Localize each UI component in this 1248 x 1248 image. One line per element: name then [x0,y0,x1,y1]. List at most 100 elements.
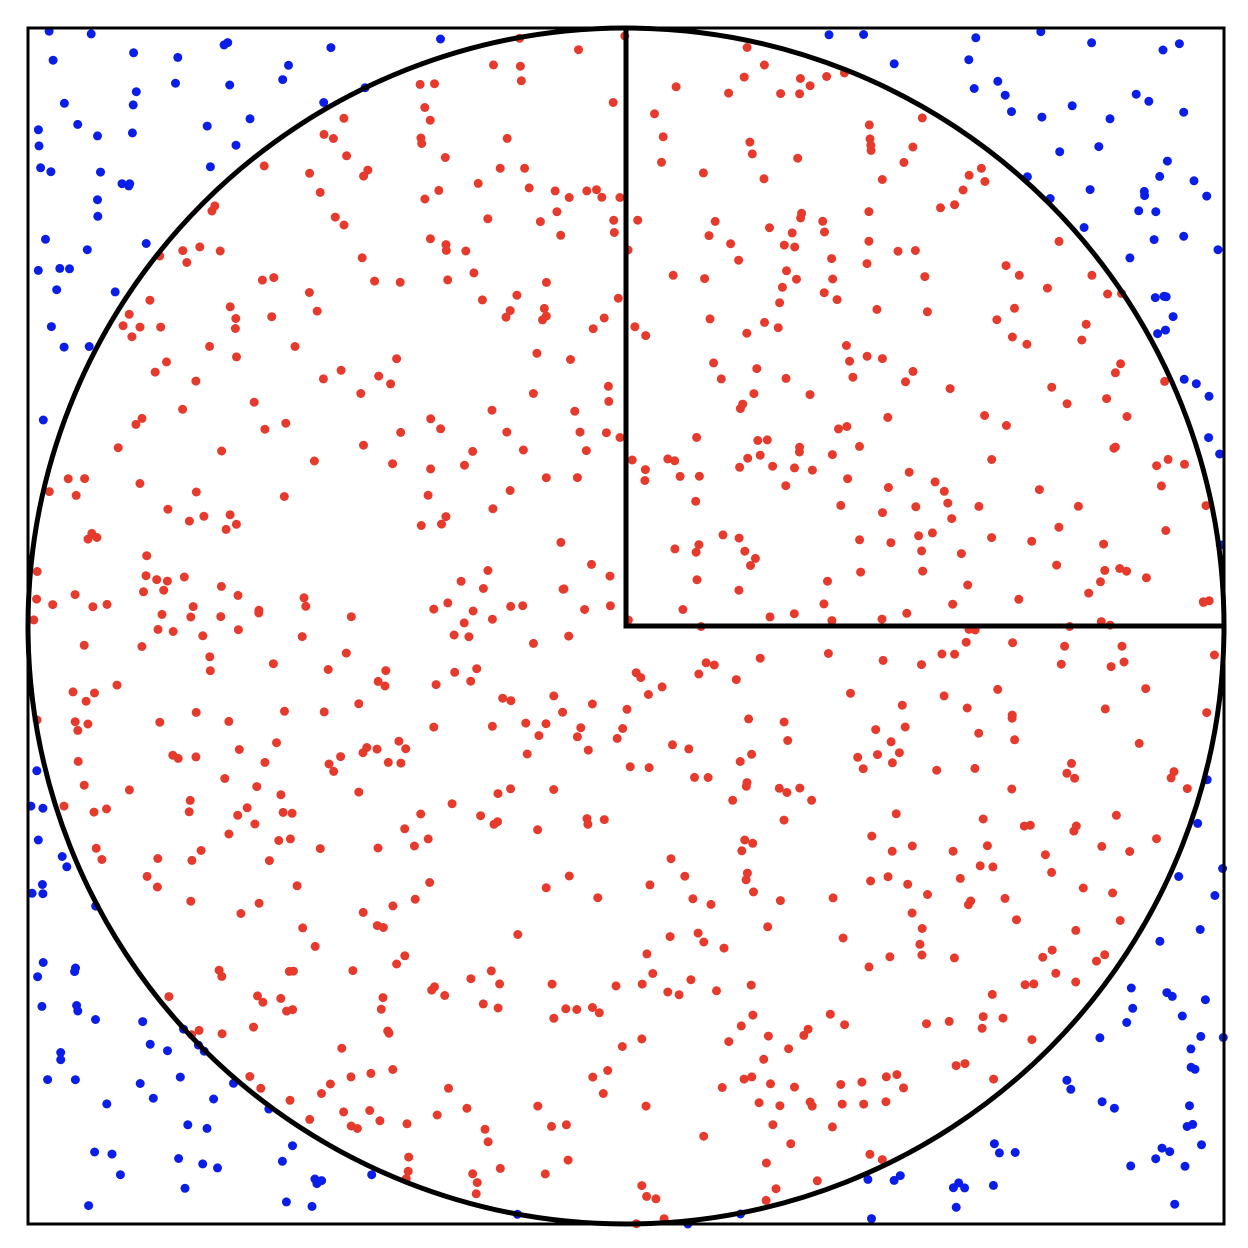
outside-point [129,48,139,58]
outside-point [1180,1161,1190,1171]
inside-point [987,455,997,464]
inside-point [524,183,534,193]
inside-point [118,321,128,331]
inside-point [549,785,559,794]
inside-point [827,450,837,460]
inside-point [1047,867,1057,877]
inside-point [947,514,957,524]
inside-point [400,824,410,834]
inside-point [429,722,439,732]
outside-point [988,1180,998,1190]
inside-point [425,115,435,125]
inside-point [864,207,874,217]
inside-point [724,88,734,98]
inside-point [737,846,747,856]
inside-point [394,736,404,746]
inside-point [1108,888,1118,898]
outside-point [969,84,979,93]
inside-point [922,307,932,317]
inside-point [137,642,147,651]
outside-point [1055,147,1065,157]
inside-point [593,893,603,903]
inside-point [1160,376,1170,386]
inside-point [337,1043,347,1053]
inside-point [666,854,676,864]
inside-point [388,1065,398,1074]
inside-point [1198,597,1208,607]
inside-point [426,414,436,424]
inside-point [709,358,719,368]
inside-point [71,490,81,500]
inside-point [280,706,289,716]
inside-point [1047,945,1057,955]
inside-point [828,893,838,903]
inside-point [1027,1035,1037,1045]
outside-point [1179,107,1189,117]
inside-point [699,1131,709,1141]
inside-point [897,700,907,710]
inside-point [609,215,619,225]
outside-point [1188,1119,1198,1129]
inside-point [373,676,383,686]
inside-point [944,1016,954,1026]
inside-point [691,496,701,506]
inside-point [231,314,241,323]
inside-point [392,354,402,364]
outside-point [33,972,43,982]
inside-point [694,471,704,481]
inside-point [949,953,959,963]
inside-point [1141,684,1151,694]
inside-point [216,612,226,622]
inside-point [744,714,754,724]
inside-point [217,971,227,981]
inside-point [866,140,876,150]
inside-point [790,1082,799,1092]
outside-point [55,263,65,273]
inside-point [684,744,694,754]
inside-point [339,220,349,230]
inside-point [420,103,430,112]
inside-point [604,396,614,406]
inside-point [766,1079,775,1089]
inside-point [775,298,785,308]
outside-point [1196,1031,1206,1041]
inside-point [1047,382,1057,392]
inside-point [441,245,451,255]
inside-point [747,749,757,759]
inside-point [81,696,91,706]
inside-point [572,732,582,742]
inside-point [444,1083,453,1093]
inside-point [615,193,625,202]
inside-point [1122,566,1132,576]
inside-point [441,512,451,522]
inside-point [950,649,960,659]
inside-point [945,384,955,394]
inside-point [832,295,842,305]
inside-point [1034,485,1044,495]
inside-point [395,277,405,287]
outside-point [219,40,229,50]
inside-point [698,168,708,178]
inside-point [958,185,968,195]
inside-point [1077,335,1087,345]
inside-point [476,811,486,821]
inside-point [1029,979,1039,989]
inside-point [783,736,793,745]
inside-point [964,170,974,180]
inside-point [768,461,778,471]
inside-point [734,585,744,595]
inside-point [812,1176,822,1186]
inside-point [378,923,388,932]
inside-point [558,584,568,594]
outside-point [202,121,212,131]
inside-point [79,640,89,650]
outside-point [33,265,43,275]
inside-point [1040,850,1050,860]
inside-point [258,997,268,1007]
inside-point [547,979,557,989]
inside-point [782,266,791,276]
inside-point [162,357,171,367]
outside-point [96,167,105,177]
inside-point [225,510,235,520]
inside-point [822,72,832,81]
